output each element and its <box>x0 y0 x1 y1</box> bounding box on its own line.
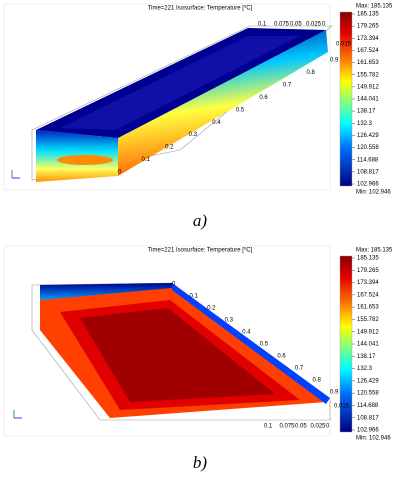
colorbar-min: Min: 102.946 <box>356 436 391 442</box>
bottom-core <box>80 308 275 402</box>
axis-label: 0.3 <box>189 132 198 138</box>
colorbar-label: 138.17 <box>357 109 376 115</box>
colorbar-label: 155.782 <box>357 317 379 323</box>
colorbar-label: 102.966 <box>357 428 379 434</box>
front-edge <box>172 283 330 404</box>
colorbar-label: 161.653 <box>357 60 379 66</box>
axis-label: 0.3 <box>225 318 234 324</box>
colorbar-label: 185.135 <box>357 256 379 262</box>
colorbar-label: 132.3 <box>357 366 373 372</box>
colorbar-label: 120.558 <box>357 391 379 397</box>
colorbar-label: 167.524 <box>357 48 379 54</box>
colorbar-min: Min: 102.946 <box>356 190 391 196</box>
colorbar-label: 126.429 <box>357 378 379 384</box>
colorbar-label: 173.394 <box>357 280 379 286</box>
colorbar-label: 114.688 <box>357 157 379 163</box>
colorbar <box>339 11 353 187</box>
colorbar-label: 144.041 <box>357 342 379 348</box>
colorbar-label: 102.966 <box>357 182 379 188</box>
top-core <box>60 36 300 130</box>
colorbar-label: 108.817 <box>357 415 379 421</box>
axis-label: 0.015 <box>334 404 350 410</box>
axis-label: 0.05 <box>295 424 307 430</box>
colorbar-label: 114.688 <box>357 403 379 409</box>
axis-label: 0.5 <box>260 342 269 348</box>
colorbar-label: 126.429 <box>357 133 379 139</box>
colorbar-label: 167.524 <box>357 292 379 298</box>
axis-label: 0.05 <box>290 22 302 28</box>
colorbar-label: 173.394 <box>357 36 379 42</box>
axis-label: 0.5 <box>236 107 245 113</box>
colorbar-label: 149.912 <box>357 329 379 335</box>
axis-label: 0.1 <box>264 424 273 430</box>
colorbar-label: 161.653 <box>357 305 379 311</box>
colorbar-label: 185.135 <box>357 12 379 18</box>
axis-label: 0.2 <box>165 145 174 151</box>
axis-label: 0.7 <box>283 82 292 88</box>
colorbar-max: Max: 185.135 <box>356 4 393 10</box>
colorbar-max: Max: 185.135 <box>356 248 393 254</box>
axis-label: 0.025 <box>311 424 327 430</box>
colorbar-label: 120.558 <box>357 145 379 151</box>
axis-label: 0.6 <box>259 95 268 101</box>
axis-label: 0.075 <box>274 22 290 28</box>
colorbar-label: 179.265 <box>357 268 379 274</box>
axis-label: 0.025 <box>306 22 322 28</box>
front-face <box>118 30 328 176</box>
colorbar-label: 132.3 <box>357 121 373 127</box>
panel-title: Time=221 Isosurface: Temperature [⁰C] <box>148 5 253 12</box>
colorbar-label: 108.817 <box>357 169 379 175</box>
panel-a <box>3 3 353 191</box>
axis-label: 0.9 <box>330 58 339 64</box>
axis-label: 0.2 <box>207 306 216 312</box>
colorbar-label: 144.041 <box>357 97 379 103</box>
hot-spot <box>57 155 113 165</box>
caption: b) <box>193 453 208 472</box>
colorbar-label: 155.782 <box>357 72 379 78</box>
axis-label: 0.075 <box>280 424 296 430</box>
colorbar-label: 149.912 <box>357 84 379 90</box>
axis-label: 0 <box>322 22 326 28</box>
panel-b <box>3 245 353 437</box>
axis-label: 0.4 <box>242 330 251 336</box>
axis-label: 0.8 <box>312 378 321 384</box>
axis-label: 0 <box>326 424 330 430</box>
caption: a) <box>193 211 208 230</box>
colorbar-label: 138.17 <box>357 354 376 360</box>
axis-label: 0.6 <box>277 354 286 360</box>
colorbar-label: 179.265 <box>357 24 379 30</box>
axis-label: 0.1 <box>190 294 199 300</box>
axis-label: 0.9 <box>330 390 339 396</box>
axis-label: 0 <box>118 170 122 176</box>
axis-label: 0 <box>172 282 176 288</box>
axis-label: 0.1 <box>258 22 267 28</box>
axis-label: 0.4 <box>212 120 221 126</box>
axis-label: 0.1 <box>142 157 151 163</box>
panel-title: Time=221 Isosurface: Temperature [⁰C] <box>148 247 253 254</box>
axis-label: 0.8 <box>306 70 315 76</box>
axis-label: 0.015 <box>336 42 352 48</box>
axis-label: 0.7 <box>295 366 304 372</box>
